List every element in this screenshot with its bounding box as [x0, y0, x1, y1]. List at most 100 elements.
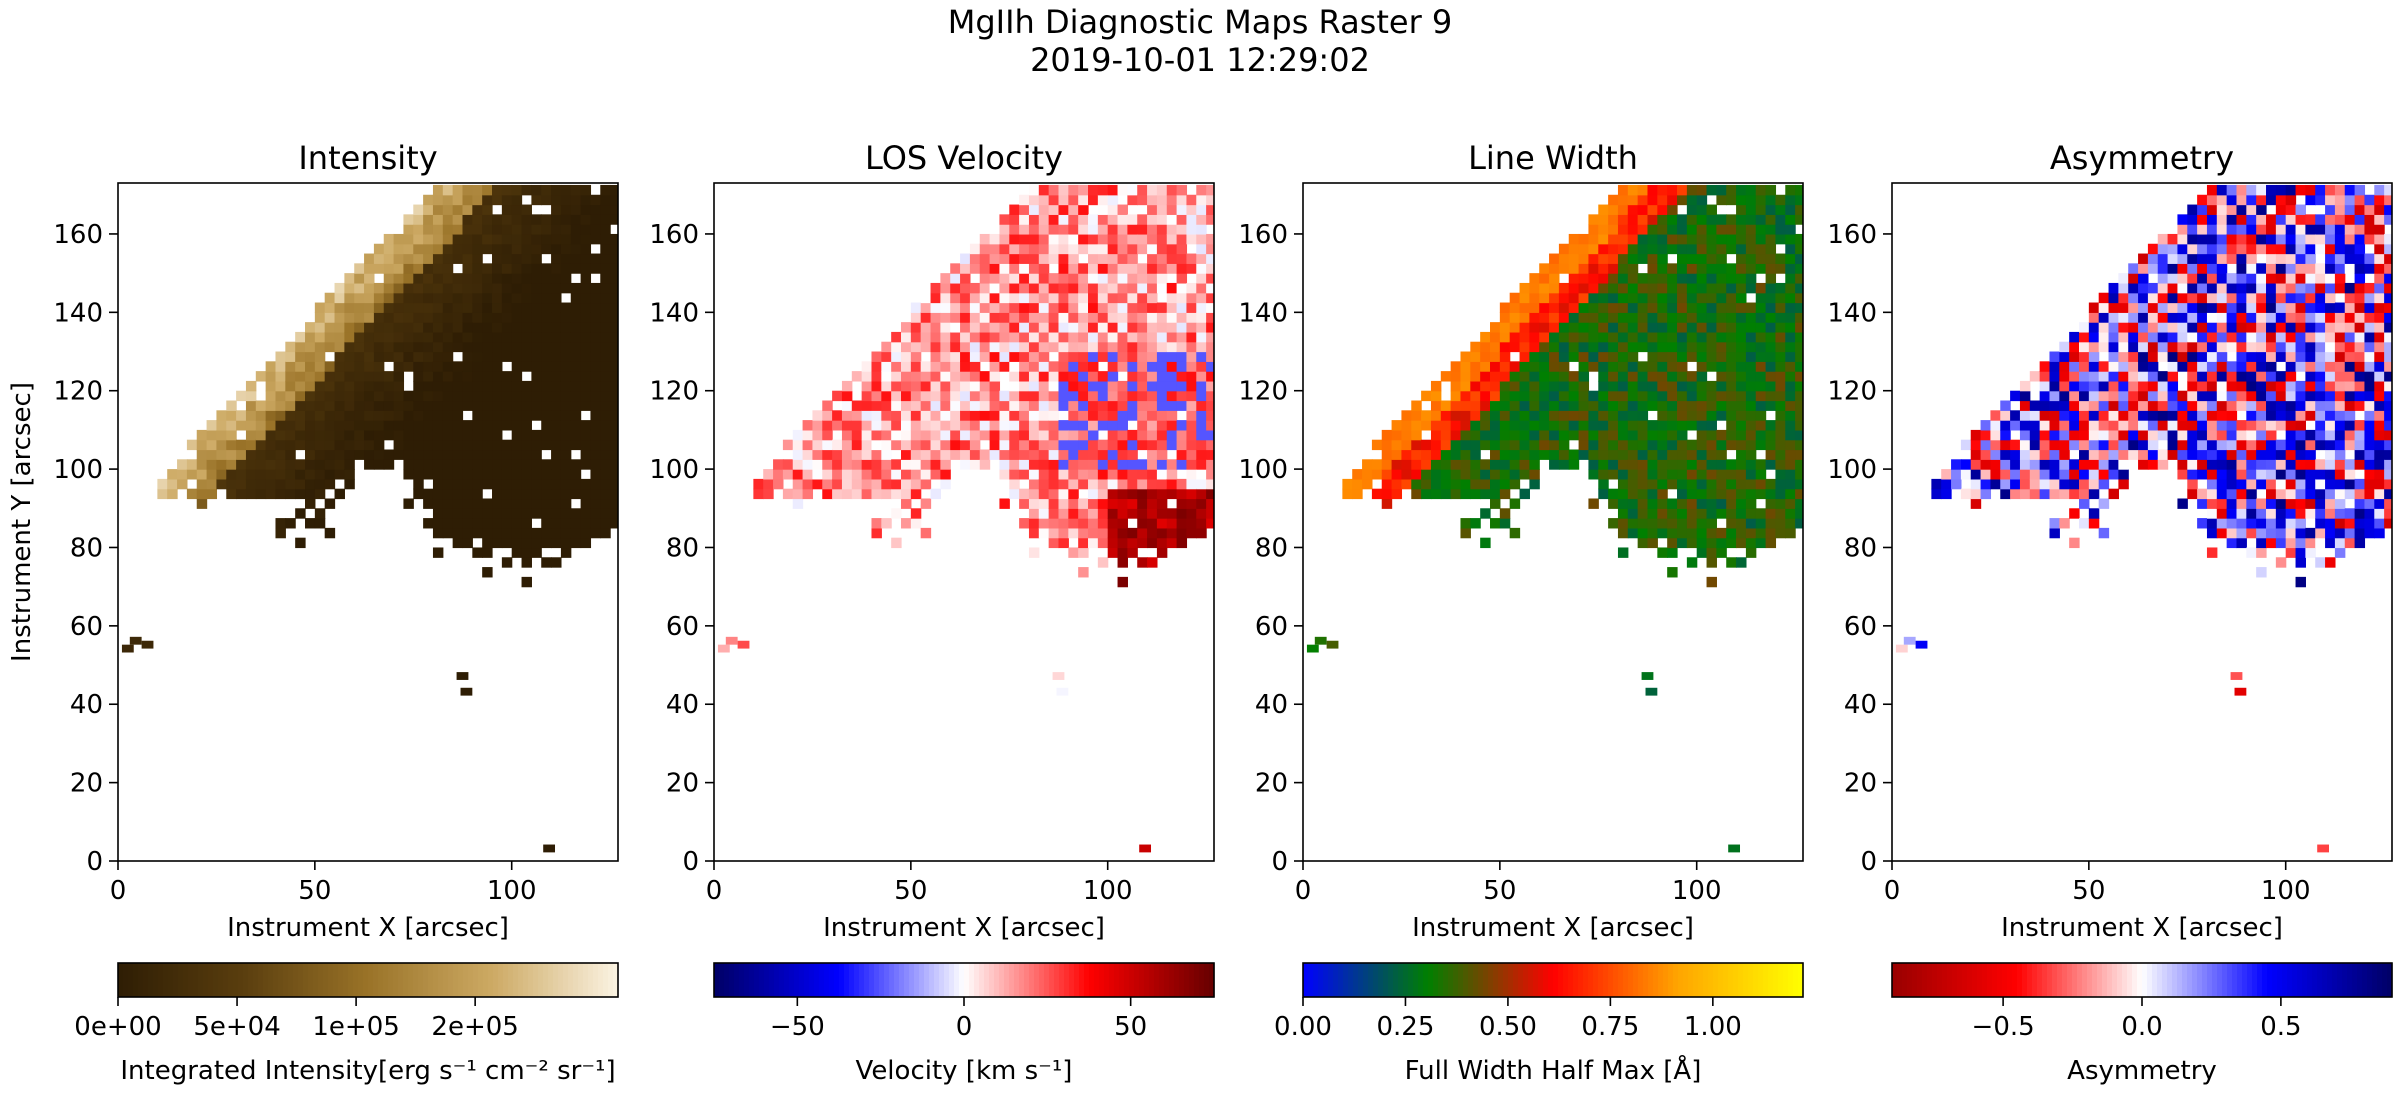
width-cell — [1677, 537, 1688, 549]
asym-cell — [2285, 341, 2297, 353]
intensity-cell — [570, 341, 582, 353]
width-cell — [1647, 351, 1658, 362]
intensity-cell — [216, 449, 227, 460]
intensity-cell — [472, 547, 483, 558]
asym-cell — [2285, 478, 2297, 490]
velocity-cell — [1078, 341, 1089, 353]
width-cell — [1706, 292, 1717, 304]
width-cell — [1765, 449, 1777, 460]
intensity-cell — [570, 469, 582, 480]
width-cell — [1558, 371, 1570, 382]
velocity-cell — [901, 439, 912, 451]
asym-cell — [2147, 390, 2159, 402]
velocity-cell — [1068, 488, 1079, 500]
asym-cell — [2216, 361, 2228, 372]
velocity-cell — [1038, 214, 1050, 225]
velocity-cell — [871, 371, 882, 382]
intensity-cell — [432, 449, 444, 460]
width-cell — [1568, 380, 1580, 392]
intensity-ytick-label: 140 — [53, 298, 103, 328]
asym-cell — [2285, 508, 2297, 519]
intensity-cell — [570, 233, 582, 245]
asym-cell — [2187, 380, 2198, 392]
velocity-cell — [999, 361, 1010, 372]
asym-cell — [2325, 273, 2336, 284]
velocity-cell — [1048, 361, 1060, 372]
velocity-colorbar-segment — [849, 963, 855, 997]
asym-cell — [2344, 459, 2356, 470]
asym-cell — [2364, 400, 2375, 411]
velocity-cell — [1097, 253, 1109, 264]
velocity-cell — [1127, 322, 1138, 333]
width-cell — [1686, 537, 1698, 549]
width-cell — [1598, 380, 1609, 392]
width-cell — [1657, 243, 1668, 255]
velocity-cell — [1097, 214, 1109, 225]
intensity-cell — [501, 312, 513, 323]
intensity-cell — [265, 420, 277, 431]
width-cell — [1529, 459, 1540, 470]
asym-cell — [2256, 273, 2267, 284]
intensity-cell — [472, 518, 483, 529]
velocity-cell — [1048, 429, 1060, 441]
intensity-cell — [472, 243, 483, 255]
intensity-colorbar-segment — [513, 963, 519, 997]
asym-cell — [2138, 371, 2149, 382]
width-cell — [1440, 459, 1452, 470]
asym-cell — [1970, 498, 1982, 509]
asym-cell — [2295, 263, 2306, 274]
asym-cell — [2049, 420, 2060, 431]
velocity-cell — [1147, 184, 1158, 196]
velocity-cell — [1186, 351, 1197, 362]
width-cell — [1785, 527, 1796, 539]
width-cell — [1411, 439, 1422, 451]
velocity-cell — [1078, 233, 1089, 245]
intensity-colorbar-tick-label: 1e+05 — [312, 1012, 399, 1042]
intensity-cell — [305, 459, 316, 470]
asym-cell — [2325, 508, 2336, 519]
intensity-cell — [551, 508, 562, 519]
intensity-cell — [511, 537, 523, 549]
asym-cell — [2226, 282, 2238, 294]
velocity-cell — [1068, 302, 1079, 313]
velocity-cell — [989, 282, 1001, 294]
asym-cell — [2128, 263, 2139, 274]
width-cell — [1667, 498, 1678, 509]
width-cell — [1647, 400, 1658, 411]
asym-cell — [2344, 420, 2356, 431]
width-cell — [1578, 273, 1590, 284]
asym-cell — [2049, 400, 2060, 411]
intensity-cell — [600, 508, 611, 519]
intensity-cell — [344, 469, 355, 480]
intensity-cell — [551, 312, 562, 323]
intensity-colorbar-segment — [348, 963, 354, 997]
width-cell — [1716, 341, 1727, 353]
velocity-cell — [1166, 263, 1178, 274]
width-cell — [1637, 469, 1649, 480]
width-cell — [1795, 420, 1803, 431]
intensity-cell — [492, 420, 503, 431]
velocity-cell — [1176, 449, 1188, 460]
width-cell — [1667, 380, 1678, 392]
intensity-cell — [551, 292, 562, 304]
asym-cell — [2315, 331, 2326, 343]
velocity-cell — [979, 292, 991, 304]
asym-cell — [2236, 420, 2247, 431]
asym-cell — [2197, 312, 2208, 323]
asym-cell — [2295, 429, 2306, 441]
intensity-cell — [413, 273, 424, 284]
width-cell — [1362, 459, 1373, 470]
velocity-cell — [1009, 312, 1020, 323]
width-cell — [1617, 459, 1629, 470]
asym-xtick-label: 50 — [2072, 876, 2105, 906]
asym-cell — [2295, 498, 2306, 509]
velocity-cell — [1028, 508, 1040, 519]
width-cell — [1460, 380, 1471, 392]
intensity-cell — [413, 302, 424, 313]
asym-cell — [2256, 508, 2267, 519]
intensity-colorbar-segment — [123, 963, 129, 997]
intensity-cell — [462, 214, 473, 225]
intensity-cell — [600, 459, 611, 470]
velocity-cell — [1166, 214, 1178, 225]
velocity-cell — [1186, 459, 1197, 470]
